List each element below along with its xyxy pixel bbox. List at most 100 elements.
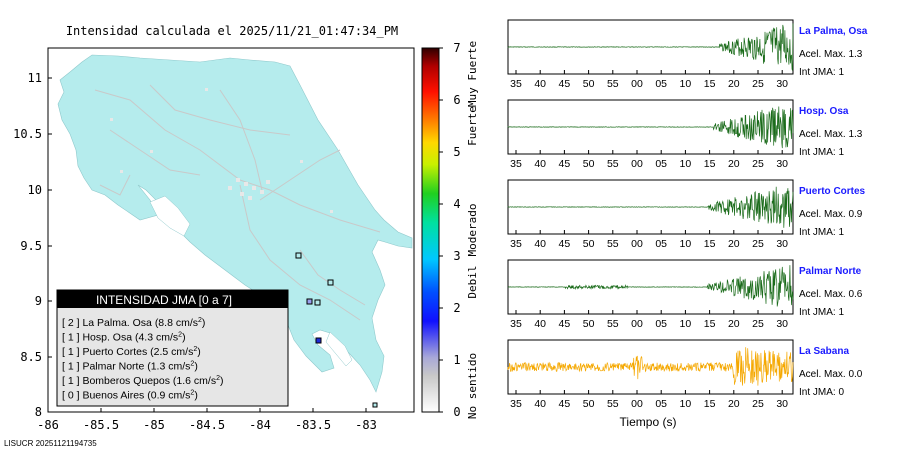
map-x-tick-label: -85	[143, 418, 165, 432]
waveform-tick-label: 15	[704, 238, 716, 250]
legend-item-sup: 2	[190, 390, 194, 397]
waveform-tick-label: 10	[680, 238, 692, 250]
waveform-tick-label: 45	[559, 238, 571, 250]
legend-item-level: [ 1 ]	[62, 361, 82, 373]
map-x-axis: -86 -85.5 -85 -84.5 -84 -83.5 -83	[37, 408, 377, 432]
waveform-tick-label: 00	[631, 238, 643, 250]
waveform-accel: Acel. Max. 1.3	[799, 49, 863, 60]
colorbar-tick-label: 3	[453, 249, 460, 263]
waveform-accel: Acel. Max. 1.3	[799, 129, 863, 140]
colorbar-tick-label: 7	[453, 41, 460, 55]
legend-item-accel: (1.3 cm/s	[147, 361, 190, 373]
waveform-trace	[507, 106, 794, 149]
legend-item-station: Hosp. Osa	[82, 332, 135, 344]
waveform-trace	[507, 186, 794, 228]
legend-item-close: )	[220, 375, 224, 387]
legend-item-close: )	[197, 346, 201, 358]
costa-rica-land	[57, 54, 413, 393]
waveform-tick-label: 55	[607, 78, 619, 90]
waveform-tick-label: 00	[631, 398, 643, 410]
map-y-tick-label: 9	[35, 294, 42, 308]
waveform-tick-label: 05	[655, 158, 667, 170]
waveform-panel: 35 40 45 50 55 00 05 10 15 20 25 30 La Palma, Osa Ace…	[507, 19, 868, 90]
waveform-tick-label: 35	[510, 78, 522, 90]
waveform-tick-label: 20	[728, 398, 740, 410]
legend-item-close: )	[202, 317, 206, 329]
footer-id: LISUCR 20251121194735	[4, 439, 97, 448]
map-x-tick-label: -84.5	[189, 418, 225, 432]
waveform-tick-label: 20	[728, 158, 740, 170]
waveform-accel: Acel. Max. 0.0	[799, 369, 863, 380]
legend-item-accel: (4.3 cm/s	[135, 332, 178, 344]
legend-item-accel: (0.9 cm/s	[147, 390, 190, 402]
waveform-station-name: Palmar Norte	[799, 266, 862, 277]
waveform-tick-label: 00	[631, 78, 643, 90]
map-y-tick-label: 8	[35, 405, 42, 419]
map-y-tick-label: 10.5	[13, 127, 42, 141]
colorbar-scale	[421, 47, 440, 413]
legend-item-sup: 2	[198, 317, 202, 324]
legend-item-level: [ 1 ]	[62, 332, 82, 344]
legend-item-level: [ 1 ]	[62, 346, 82, 358]
waveform-tick-label: 10	[680, 78, 692, 90]
station-marker-la-palma	[315, 337, 322, 344]
legend-item: [ 0 ] Buenos Aires (0.9 cm/s2)	[62, 390, 198, 402]
waveform-tick-label: 55	[607, 318, 619, 330]
map-x-tick-label: -86	[37, 418, 59, 432]
waveform-jma: Int JMA: 1	[799, 227, 844, 238]
legend-item-sup: 2	[178, 332, 182, 339]
legend-item-accel: (8.8 cm/s	[155, 317, 198, 329]
waveform-tick-label: 50	[583, 238, 595, 250]
waveform-tick-label: 30	[776, 238, 788, 250]
waveform-tick-label: 50	[583, 78, 595, 90]
colorbar-tick-label: 4	[453, 197, 460, 211]
legend-item-level: [ 0 ]	[62, 390, 82, 402]
gulf-of-nicoya	[149, 195, 191, 237]
legend-item-accel: (1.6 cm/s	[173, 375, 216, 387]
colorbar-tick-label: 5	[453, 145, 460, 159]
waveform-jma: Int JMA: 0	[799, 387, 844, 398]
map-x-tick-label: -83.5	[295, 418, 331, 432]
waveform-tick-label: 50	[583, 318, 595, 330]
waveform-tick-label: 15	[704, 318, 716, 330]
colorbar-category-label: Moderado	[466, 204, 479, 257]
waveform-tick-label: 20	[728, 78, 740, 90]
waveform-tick-label: 55	[607, 238, 619, 250]
legend-item-close: )	[194, 390, 198, 402]
waveform-station-name: La Palma, Osa	[799, 26, 868, 37]
colorbar-category-label: Muy Fuerte	[466, 41, 479, 107]
waveform-tick-label: 40	[534, 238, 546, 250]
waveform-tick-label: 25	[752, 318, 764, 330]
waveform-tick-label: 40	[534, 158, 546, 170]
waveform-trace	[507, 347, 794, 386]
legend-item: [ 1 ] Bomberos Quepos (1.6 cm/s2)	[62, 375, 224, 387]
waveform-panel: 35 40 45 50 55 00 05 10 15 20 25 30 Hosp. Osa Acel. M…	[507, 99, 863, 170]
waveform-tick-label: 05	[655, 398, 667, 410]
waveform-tick-label: 30	[776, 318, 788, 330]
station-marker-palmar-norte	[306, 298, 313, 305]
legend-item-sup: 2	[216, 375, 220, 382]
waveform-station-name: La Sabana	[799, 346, 849, 357]
waveform-tick-label: 20	[728, 318, 740, 330]
station-marker-puerto-cortes	[314, 299, 321, 306]
waveform-tick-label: 05	[655, 238, 667, 250]
legend-item-station: Palmar Norte	[82, 361, 147, 373]
colorbar-category-label: Fuerte	[466, 106, 479, 146]
waveform-tick-label: 40	[534, 318, 546, 330]
intensity-colorbar: 0 1 2 3 4 5 6 7 No sentido Debil Moderado FuerteMu…	[421, 41, 479, 419]
colorbar-tick-label: 2	[453, 301, 460, 315]
map-title: Intensidad calculada el 2025/11/21_01:47…	[66, 24, 398, 38]
waveform-tick-label: 50	[583, 158, 595, 170]
waveform-tick-label: 25	[752, 78, 764, 90]
map-y-tick-label: 9.5	[20, 239, 42, 253]
legend-item-close: )	[182, 332, 186, 344]
colorbar-tick-label: 0	[453, 405, 460, 419]
map-frame	[47, 47, 415, 413]
colorbar-category-label: No sentido	[466, 353, 479, 419]
waveform-tick-label: 10	[680, 318, 692, 330]
waveform-tick-label: 35	[510, 158, 522, 170]
station-marker-hosp-osa	[372, 402, 378, 408]
station-marker-quepos	[295, 252, 302, 259]
colorbar-tick-label: 6	[453, 93, 460, 107]
waveform-tick-label: 30	[776, 78, 788, 90]
